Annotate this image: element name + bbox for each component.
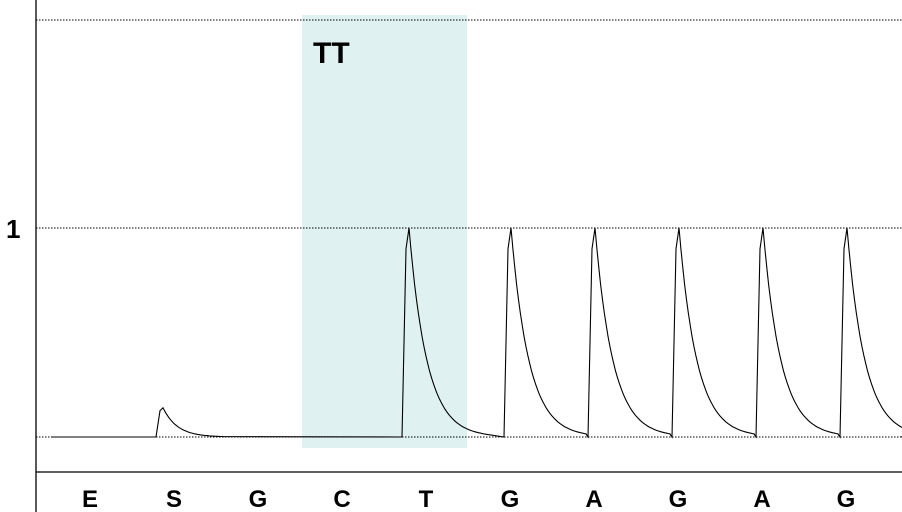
x-tick-label: C bbox=[333, 486, 350, 512]
highlight-region bbox=[302, 15, 467, 448]
x-tick-label: T bbox=[419, 486, 434, 512]
y-tick-label: 1 bbox=[6, 214, 20, 244]
highlight-label: TT bbox=[313, 37, 350, 70]
x-tick-label: A bbox=[585, 486, 602, 512]
series-line bbox=[52, 227, 902, 439]
x-tick-label: E bbox=[82, 486, 98, 512]
gridlines bbox=[36, 19, 902, 438]
series-group bbox=[52, 227, 902, 439]
x-tick-label: G bbox=[669, 486, 688, 512]
y-tick-labels: 1 bbox=[6, 214, 20, 244]
x-tick-label: A bbox=[753, 486, 770, 512]
x-tick-label: S bbox=[166, 486, 182, 512]
x-tick-label: G bbox=[837, 486, 856, 512]
x-tick-label: G bbox=[501, 486, 520, 512]
x-tick-label: G bbox=[249, 486, 268, 512]
